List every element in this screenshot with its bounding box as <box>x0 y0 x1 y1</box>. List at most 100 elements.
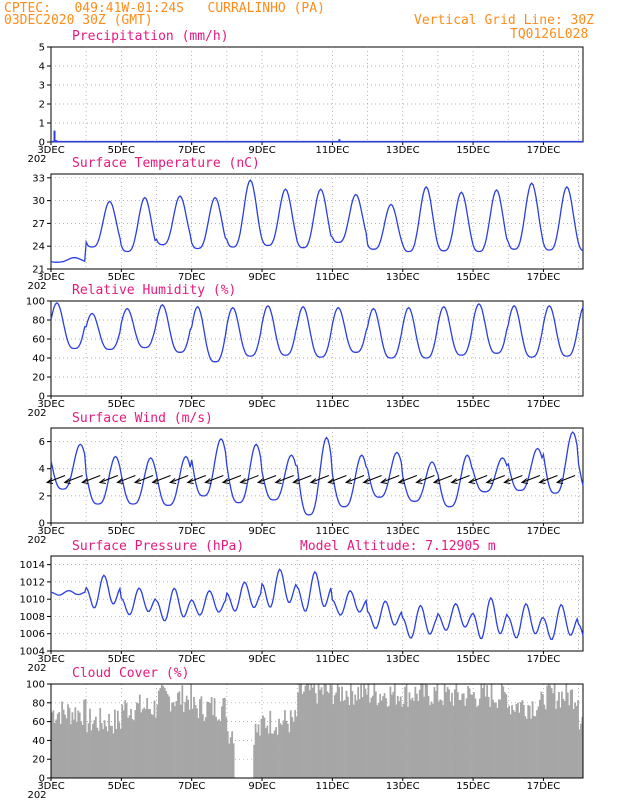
cloud-cover-bar-48 <box>121 704 124 778</box>
x-tick-label-2-1: 5DEC <box>108 399 135 410</box>
cloud-cover-bar-195 <box>336 684 339 778</box>
cloud-cover-bar-161 <box>286 723 289 778</box>
cloud-cover-bar-231 <box>389 686 392 778</box>
cloud-cover-bar-170 <box>300 684 302 778</box>
cloud-cover-bar-121 <box>228 743 231 778</box>
cloud-cover-bar-259 <box>430 701 433 778</box>
cloud-cover-bar-100 <box>197 718 200 778</box>
cloud-cover-bar-336 <box>543 704 546 778</box>
cloud-cover-bar-1 <box>52 710 55 778</box>
x-tick-label-4-7: 17DEC <box>527 654 561 665</box>
cloud-cover-bar-141 <box>257 724 260 778</box>
cloud-cover-bar-281 <box>462 693 465 778</box>
cloud-cover-bar-271 <box>448 689 450 778</box>
x-tick-label-4-0: 3DEC <box>37 654 64 665</box>
cloud-cover-bar-277 <box>456 692 459 778</box>
cloud-cover-bar-257 <box>427 695 430 778</box>
x-tick-label-1-3: 9DEC <box>248 272 275 283</box>
cloud-cover-bar-345 <box>556 700 559 778</box>
cloud-cover-bar-45 <box>116 710 119 778</box>
y-tick-label-4-5: 1014 <box>20 560 45 571</box>
cloud-cover-bar-239 <box>401 706 404 778</box>
wind-vector-head-24 <box>467 478 476 484</box>
year-fragment-0: 202 <box>27 154 46 165</box>
cloud-cover-bar-307 <box>500 684 503 778</box>
cloud-cover-bar-15 <box>72 719 75 778</box>
cloud-cover-bar-323 <box>524 716 527 778</box>
wind-vector-13 <box>275 475 294 483</box>
cloud-cover-bar-103 <box>201 714 204 778</box>
cloud-cover-bar-229 <box>386 706 389 778</box>
cloud-cover-bar-153 <box>275 727 277 778</box>
cloud-cover-bar-37 <box>105 726 107 778</box>
cloud-cover-bar-18 <box>77 710 80 778</box>
cloud-cover-bar-44 <box>115 728 118 778</box>
x-tick-label-3-5: 13DEC <box>386 526 420 537</box>
cloud-cover-bar-260 <box>432 703 434 778</box>
wind-vector-head-25 <box>485 478 493 484</box>
wind-vector-head-29 <box>555 478 564 484</box>
temperature-title: Surface Temperature (nC) <box>72 156 260 171</box>
wind-vector-27 <box>521 475 541 483</box>
cloud-cover-bar-224 <box>379 693 382 778</box>
cloud-cover-bar-106 <box>206 701 209 778</box>
x-tick-label-0-5: 13DEC <box>386 145 420 156</box>
cloud-cover-bar-85 <box>175 701 178 778</box>
cloud-cover-bar-287 <box>471 694 474 778</box>
cloud-cover-bar-53 <box>128 715 131 778</box>
cloud-cover-bar-351 <box>565 684 568 778</box>
cloud-cover-bar-211 <box>360 684 362 778</box>
cloud-cover-bar-151 <box>272 733 275 778</box>
cloud-cover-bar-221 <box>374 691 377 778</box>
x-tick-label-0-6: 15DEC <box>456 145 490 156</box>
cloud-cover-bar-67 <box>149 709 151 778</box>
cloud-cover-bar-346 <box>558 692 560 778</box>
cloud-cover-bar-104 <box>203 720 206 778</box>
cloud-cover-bar-339 <box>547 684 550 778</box>
cloud-cover-bar-204 <box>349 684 352 778</box>
cloud-cover-bar-270 <box>446 687 449 778</box>
x-tick-label-4-5: 13DEC <box>386 654 420 665</box>
x-tick-label-0-2: 7DEC <box>178 145 205 156</box>
cloud-cover-bar-272 <box>449 701 452 778</box>
cloud-cover-bar-19 <box>78 712 81 778</box>
cloud-cover-bar-191 <box>330 685 333 778</box>
cloud-cover-bar-335 <box>541 694 544 778</box>
cloud-cover-bar-94 <box>188 709 191 778</box>
cloud-cover-bar-243 <box>407 706 409 778</box>
cloud-cover-bar-38 <box>106 731 109 778</box>
temperature-series-line <box>50 179 584 263</box>
wind-vector-23 <box>451 475 470 483</box>
cloud-cover-bar-13 <box>70 724 72 778</box>
x-tick-label-0-7: 17DEC <box>527 145 561 156</box>
cloud-cover-bar-71 <box>155 717 157 778</box>
x-tick-label-3-7: 17DEC <box>527 526 561 537</box>
wind-vector-head-7 <box>168 478 177 484</box>
year-fragment-2: 202 <box>27 408 46 419</box>
cloud-cover-bar-163 <box>289 710 292 778</box>
cloud-cover-bar-261 <box>433 687 436 778</box>
x-tick-label-1-1: 5DEC <box>108 272 135 283</box>
wind-vector-0 <box>46 475 66 483</box>
cloud-cover-bar-203 <box>348 705 351 778</box>
cloud-cover-bar-29 <box>93 720 96 778</box>
cloud-cover-bar-209 <box>357 687 360 778</box>
cloud-cover-bar-250 <box>417 701 420 778</box>
cloud-cover-bar-9 <box>64 714 66 778</box>
cloud-cover-bar-357 <box>574 702 576 778</box>
cloud-cover-bar-314 <box>511 705 513 778</box>
wind-vector-head-15 <box>309 478 317 484</box>
x-tick-label-1-7: 17DEC <box>527 272 561 283</box>
x-tick-label-4-1: 5DEC <box>108 654 135 665</box>
cloud-cover-bar-212 <box>361 697 364 778</box>
cloud-cover-bar-349 <box>562 698 565 778</box>
panel-frame-0 <box>50 46 584 143</box>
wind-vector-head-23 <box>450 478 458 484</box>
x-tick-label-0-4: 11DEC <box>316 145 350 156</box>
cloud-cover-bar-251 <box>418 689 421 778</box>
cloud-cover-bar-249 <box>415 693 418 778</box>
cloud-cover-bar-308 <box>502 686 505 778</box>
cloud-cover-bar-322 <box>522 704 525 778</box>
cloud-cover-bar-325 <box>527 705 530 778</box>
cloud-cover-bar-187 <box>325 684 327 778</box>
